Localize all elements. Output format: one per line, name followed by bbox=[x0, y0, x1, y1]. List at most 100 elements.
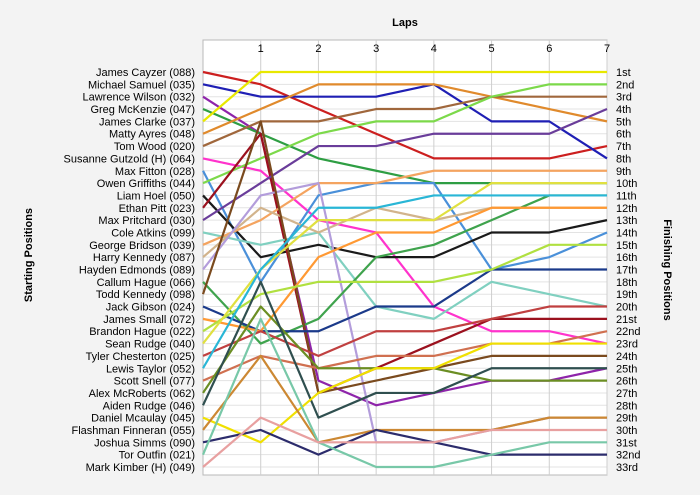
finish-label: 29th bbox=[616, 413, 637, 425]
start-label: Owen Griffiths (044) bbox=[97, 178, 195, 190]
finish-label: 14th bbox=[616, 227, 637, 239]
finish-label: 16th bbox=[616, 252, 637, 264]
start-label: Callum Hague (066) bbox=[97, 277, 195, 289]
finish-label: 6th bbox=[616, 129, 631, 141]
right-axis-title: Finishing Positions bbox=[661, 219, 673, 320]
series-line bbox=[201, 317, 607, 469]
series-line bbox=[202, 169, 607, 246]
start-label: Susanne Gutzold (H) (064) bbox=[64, 153, 195, 165]
finish-label: 20th bbox=[616, 302, 637, 314]
finish-label: 17th bbox=[616, 265, 637, 277]
series-line bbox=[202, 231, 608, 320]
x-tick-label: 7 bbox=[604, 43, 610, 55]
start-label: Ethan Pitt (023) bbox=[119, 203, 195, 215]
finish-label: 22nd bbox=[616, 326, 640, 338]
finish-label: 11th bbox=[616, 190, 637, 202]
series-line bbox=[202, 305, 607, 358]
finish-label: 27th bbox=[616, 388, 637, 400]
finish-label: 1st bbox=[616, 67, 631, 79]
start-label: James Cayzer (088) bbox=[96, 67, 195, 79]
start-label: Cole Atkins (099) bbox=[111, 227, 195, 239]
start-label: Alex McRoberts (062) bbox=[89, 388, 195, 400]
x-tick-label: 4 bbox=[431, 43, 437, 55]
series-line bbox=[202, 243, 607, 333]
series-line bbox=[202, 83, 608, 135]
start-label: Sean Rudge (040) bbox=[105, 339, 195, 351]
finish-label: 25th bbox=[616, 363, 637, 375]
finish-label: 18th bbox=[616, 277, 637, 289]
start-labels: James Cayzer (088)Michael Samuel (035)La… bbox=[64, 67, 195, 474]
start-label: Harry Kennedy (087) bbox=[93, 252, 195, 264]
left-axis-title: Starting Positions bbox=[23, 208, 35, 302]
series-line bbox=[202, 280, 607, 419]
start-label: Joshua Simms (090) bbox=[94, 437, 195, 449]
finish-label: 26th bbox=[616, 376, 637, 388]
finish-label: 12th bbox=[616, 203, 637, 215]
finish-label: 8th bbox=[616, 153, 631, 165]
series-line bbox=[202, 194, 607, 369]
series-line bbox=[202, 428, 607, 456]
series-line bbox=[202, 268, 607, 333]
series-line bbox=[202, 70, 607, 123]
start-label: Max Pritchard (030) bbox=[98, 215, 195, 227]
finish-label: 13th bbox=[616, 215, 637, 227]
series-line bbox=[202, 194, 608, 259]
finish-label: 21st bbox=[616, 314, 637, 326]
finish-label: 4th bbox=[616, 104, 631, 116]
start-label: Hayden Edmonds (089) bbox=[79, 265, 195, 277]
finish-label: 33rd bbox=[616, 462, 638, 474]
start-label: Tyler Chesterton (025) bbox=[86, 351, 195, 363]
start-label: Brandon Hague (022) bbox=[89, 326, 195, 338]
series-line bbox=[202, 170, 608, 283]
x-tick-label: 3 bbox=[373, 43, 379, 55]
finish-label: 2nd bbox=[616, 79, 634, 91]
finish-label: 19th bbox=[616, 289, 637, 301]
finish-label: 3rd bbox=[616, 92, 632, 104]
series-lines bbox=[201, 70, 608, 469]
start-label: Lawrence Wilson (032) bbox=[83, 92, 196, 104]
start-label: Scott Snell (077) bbox=[114, 376, 195, 388]
start-label: Matty Ayres (048) bbox=[109, 129, 195, 141]
series-line bbox=[202, 206, 607, 333]
start-label: Daniel Mcaulay (045) bbox=[91, 413, 195, 425]
finish-label: 10th bbox=[616, 178, 637, 190]
start-label: Tom Wood (020) bbox=[114, 141, 195, 153]
series-line bbox=[202, 108, 608, 222]
finish-label: 28th bbox=[616, 400, 637, 412]
series-line bbox=[202, 70, 608, 160]
finish-label: 23rd bbox=[616, 339, 638, 351]
finish-label: 31st bbox=[616, 437, 637, 449]
series-line bbox=[201, 120, 607, 395]
series-line bbox=[202, 95, 607, 148]
series-line bbox=[202, 354, 607, 444]
finish-label: 24th bbox=[616, 351, 637, 363]
finish-label: 30th bbox=[616, 425, 637, 437]
start-label: Flashman Finneran (055) bbox=[71, 425, 195, 437]
series-line bbox=[202, 181, 607, 345]
x-tick-label: 1 bbox=[258, 43, 264, 55]
series-line bbox=[202, 83, 608, 160]
start-label: Jack Gibson (024) bbox=[106, 302, 195, 314]
series-line bbox=[202, 83, 607, 185]
finish-label: 9th bbox=[616, 166, 631, 178]
x-tick-label: 6 bbox=[546, 43, 552, 55]
start-label: Michael Samuel (035) bbox=[88, 79, 195, 91]
start-label: Todd Kennedy (098) bbox=[96, 289, 195, 301]
start-label: Tor Outfin (021) bbox=[119, 450, 195, 462]
x-ticks: 1 2 3 4 5 6 7 bbox=[258, 43, 610, 55]
x-tick-label: 2 bbox=[315, 43, 321, 55]
finish-label: 15th bbox=[616, 240, 637, 252]
finish-label: 7th bbox=[616, 141, 631, 153]
start-label: James Small (072) bbox=[103, 314, 195, 326]
start-label: Lewis Taylor (052) bbox=[106, 363, 195, 375]
x-axis-title: Laps bbox=[392, 17, 418, 29]
finish-labels: 1st2nd3rd4th5th6th7th8th9th10th11th12th1… bbox=[616, 67, 640, 474]
series-line bbox=[202, 416, 607, 468]
start-label: Greg McKenzie (047) bbox=[90, 104, 195, 116]
start-label: Aiden Rudge (046) bbox=[103, 400, 195, 412]
start-label: Liam Hoel (050) bbox=[117, 190, 195, 202]
x-tick-label: 5 bbox=[489, 43, 495, 55]
start-label: Max Fitton (028) bbox=[115, 166, 195, 178]
finish-label: 5th bbox=[616, 116, 631, 128]
